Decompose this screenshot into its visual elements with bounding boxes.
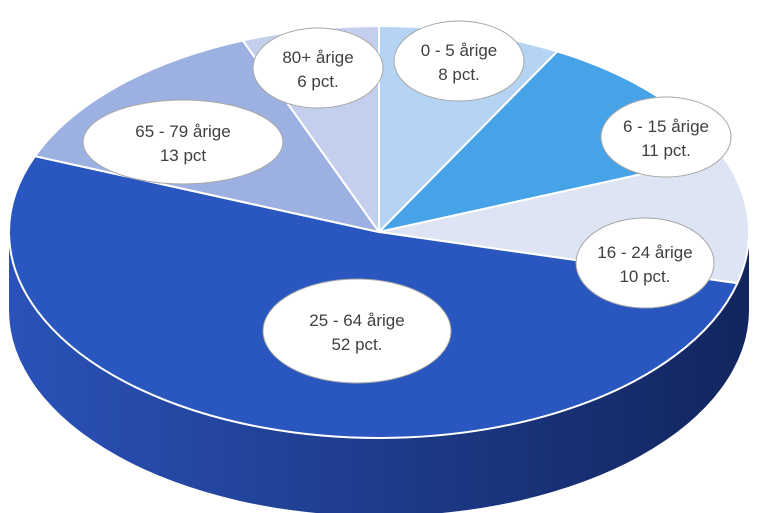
data-label-bubble — [575, 217, 715, 309]
data-label-4: 65 - 79 årige 13 pct — [82, 99, 284, 185]
data-label-category: 65 - 79 årige — [135, 122, 230, 141]
pie-side-wall — [9, 232, 749, 513]
pie-side — [9, 232, 749, 513]
data-label-5: 80+ årige 6 pct. — [252, 27, 384, 109]
data-label-bubble — [393, 20, 525, 102]
data-label-value: 13 pct — [160, 146, 207, 165]
data-label-1: 6 - 15 årige 11 pct. — [600, 96, 732, 178]
data-label-3: 25 - 64 årige 52 pct. — [262, 278, 452, 384]
data-label-value: 52 pct. — [331, 335, 382, 354]
pie-data-labels: 0 - 5 årige 8 pct. 6 - 15 årige 11 pct. 16 -… — [82, 20, 732, 384]
data-label-category: 0 - 5 årige — [421, 41, 498, 60]
data-label-value: 8 pct. — [438, 65, 480, 84]
data-label-bubble — [252, 27, 384, 109]
data-label-category: 16 - 24 årige — [597, 243, 692, 262]
data-label-2: 16 - 24 årige 10 pct. — [575, 217, 715, 309]
data-label-0: 0 - 5 årige 8 pct. — [393, 20, 525, 102]
data-label-bubble — [600, 96, 732, 178]
data-label-value: 10 pct. — [619, 267, 670, 286]
data-label-value: 11 pct. — [641, 141, 691, 160]
data-label-bubble — [262, 278, 452, 384]
data-label-value: 6 pct. — [297, 72, 339, 91]
data-label-category: 6 - 15 årige — [623, 117, 709, 136]
data-label-category: 80+ årige — [282, 48, 353, 67]
data-label-category: 25 - 64 årige — [309, 311, 404, 330]
data-label-bubble — [82, 99, 284, 185]
